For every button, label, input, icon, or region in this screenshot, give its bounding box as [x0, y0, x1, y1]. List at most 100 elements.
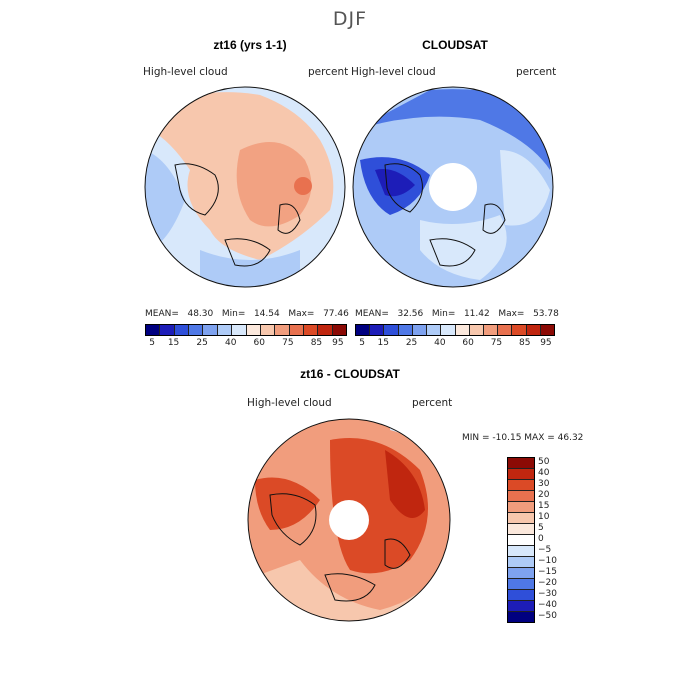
colorbar-tick-label: 75 [282, 338, 294, 348]
colorbar-tick-label: 20 [538, 490, 550, 501]
panel-title-difference: zt16 - CLOUDSAT [300, 367, 400, 381]
colorbar-model [145, 324, 347, 336]
stat-max: 53.78 [533, 309, 559, 319]
panel-units-label: percent [516, 66, 557, 78]
colorbar-swatch [512, 325, 527, 335]
colorbar-tick-label: −50 [538, 610, 557, 621]
colorbar-swatch [332, 325, 347, 335]
colorbar-swatch [508, 568, 534, 579]
stat-mean: 48.30 [187, 309, 214, 319]
stat-mean-label: MEAN= [355, 309, 389, 319]
colorbar-swatch [217, 325, 233, 335]
panel-title-cloudsat: CLOUDSAT [422, 38, 488, 52]
colorbar-swatch [412, 325, 428, 335]
season-title: DJF [332, 8, 368, 30]
colorbar-tick-label: 15 [538, 501, 550, 512]
colorbar-swatch [174, 325, 190, 335]
colorbar-swatch [469, 325, 484, 335]
colorbar-swatch [540, 325, 555, 335]
colorbar-ticks-cloudsat: 5 15 25 40 60 75 85 95 [355, 338, 553, 350]
colorbar-swatch [498, 325, 513, 335]
colorbar-ticks-model: 5 15 25 40 60 75 85 95 [145, 338, 345, 350]
colorbar-tick-label: 50 [538, 457, 550, 468]
colorbar-tick-label: −10 [538, 555, 557, 566]
colorbar-swatch [189, 325, 204, 335]
colorbar-tick-label: 75 [490, 338, 503, 348]
colorbar-tick-label: 30 [538, 479, 550, 490]
colorbar-ticks-difference: 50 40 30 20 15 10 5 0 −5 −10 −15 −20 −30 −40 −50 [538, 457, 568, 621]
panel-stats: MEAN= 32.56 Min= 11.42 Max= 53.78 [355, 309, 559, 319]
colorbar-swatch [356, 325, 371, 335]
stat-min: 11.42 [463, 309, 490, 319]
panel-left-label: High-level cloud [247, 397, 332, 409]
colorbar-swatch [483, 325, 499, 335]
stat-max: 77.46 [323, 309, 349, 319]
colorbar-tick-label: 5 [359, 338, 365, 348]
panel-units-label: percent [308, 66, 349, 78]
stat-max-label: Max= [498, 309, 525, 319]
colorbar-tick-label: 0 [538, 534, 544, 544]
colorbar-swatch [508, 480, 534, 491]
colorbar-tick-label: −15 [538, 566, 557, 577]
colorbar-tick-label: 85 [310, 338, 323, 348]
colorbar-swatch [455, 325, 470, 335]
colorbar-swatch [384, 325, 399, 335]
stat-min-label: Min= [431, 309, 456, 319]
colorbar-tick-label: −20 [538, 577, 557, 588]
colorbar-swatch [508, 612, 534, 622]
colorbar-swatch [260, 325, 276, 335]
colorbar-swatch [160, 325, 175, 335]
colorbar-tick-label: −5 [538, 544, 552, 555]
colorbar-swatch [508, 535, 534, 546]
colorbar-tick-label: 60 [253, 338, 266, 348]
colorbar-swatch [508, 458, 534, 469]
panel-units-label: percent [412, 397, 453, 409]
panel-title-model: zt16 (yrs 1-1) [213, 38, 287, 52]
colorbar-swatch [146, 325, 161, 335]
colorbar-tick-label: 15 [377, 338, 390, 348]
map-cloudsat [353, 87, 553, 287]
colorbar-tick-label: 5 [538, 523, 544, 534]
colorbar-tick-label: 15 [167, 338, 180, 348]
map-model [145, 87, 345, 287]
colorbar-swatch [526, 325, 541, 335]
panel-stats: MIN = -10.15 MAX = 46.32 [462, 433, 584, 443]
stat-mean: 32.56 [397, 309, 424, 319]
colorbar-swatch [370, 325, 385, 335]
colorbar-swatch [508, 469, 534, 480]
colorbar-tick-label: 10 [538, 512, 550, 523]
colorbar-cloudsat [355, 324, 555, 336]
colorbar-tick-label: 25 [405, 338, 418, 348]
panel-left-label: High-level cloud [351, 66, 436, 78]
panel-stats: MEAN= 48.30 Min= 14.54 Max= 77.46 [145, 309, 349, 319]
colorbar-swatch [508, 524, 534, 535]
colorbar-swatch [203, 325, 218, 335]
colorbar-difference [507, 457, 535, 623]
colorbar-swatch [508, 491, 534, 502]
colorbar-swatch [398, 325, 413, 335]
colorbar-tick-label: 40 [434, 338, 446, 348]
colorbar-tick-label: 85 [518, 338, 531, 348]
colorbar-swatch [246, 325, 261, 335]
colorbar-swatch [508, 546, 534, 557]
colorbar-swatch [318, 325, 333, 335]
colorbar-tick-label: 95 [540, 338, 552, 348]
map-difference [248, 419, 450, 621]
colorbar-swatch [441, 325, 456, 335]
colorbar-tick-label: 5 [149, 338, 156, 348]
colorbar-tick-label: 60 [462, 338, 474, 348]
stat-mean-label: MEAN= [145, 309, 179, 319]
stat-min-label: Min= [221, 309, 246, 319]
colorbar-swatch [508, 557, 534, 568]
stat-max-label: Max= [288, 309, 315, 319]
colorbar-tick-label: 40 [224, 338, 237, 348]
colorbar-tick-label: −30 [538, 588, 557, 599]
colorbar-swatch [508, 513, 534, 524]
colorbar-tick-label: −40 [538, 599, 557, 610]
panel-left-label: High-level cloud [143, 66, 228, 78]
colorbar-tick-label: 40 [538, 468, 550, 479]
colorbar-tick-label: 95 [332, 338, 344, 348]
colorbar-swatch [508, 601, 534, 612]
colorbar-swatch [508, 590, 534, 601]
